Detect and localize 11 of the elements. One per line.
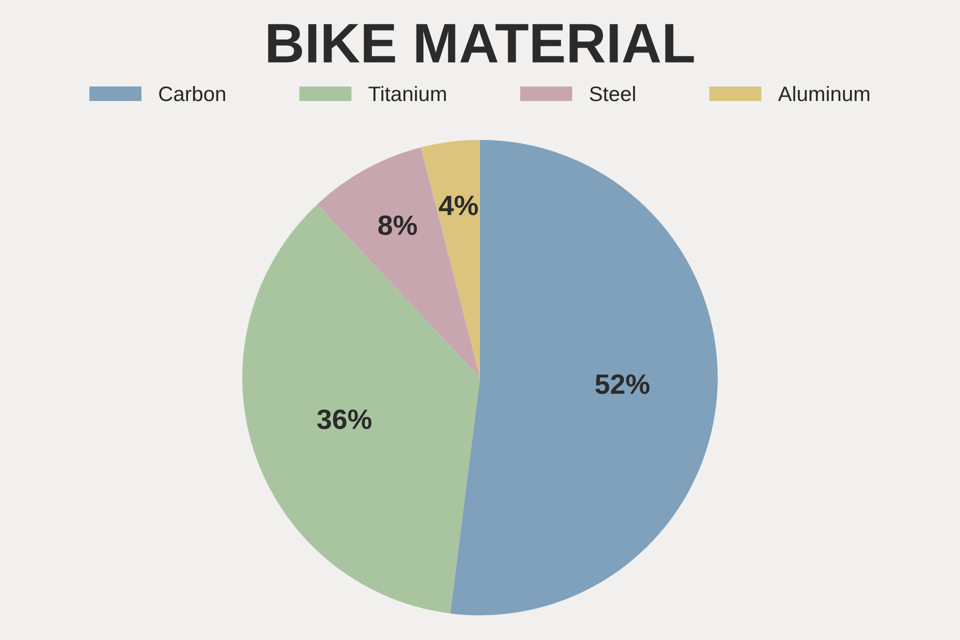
data-label: 36% [317, 409, 372, 430]
legend-label: Aluminum [778, 86, 870, 102]
data-label: 8% [378, 215, 417, 236]
chart-title: BIKE MATERIAL [268, 24, 694, 62]
legend-label: Carbon [159, 86, 226, 102]
legend-label: Steel [590, 86, 635, 102]
data-label: 52% [595, 374, 650, 394]
pie-slice [420, 140, 480, 378]
data-label: 4% [438, 196, 478, 216]
pie-slice [317, 147, 480, 378]
legend-label: Titanium [368, 86, 446, 102]
